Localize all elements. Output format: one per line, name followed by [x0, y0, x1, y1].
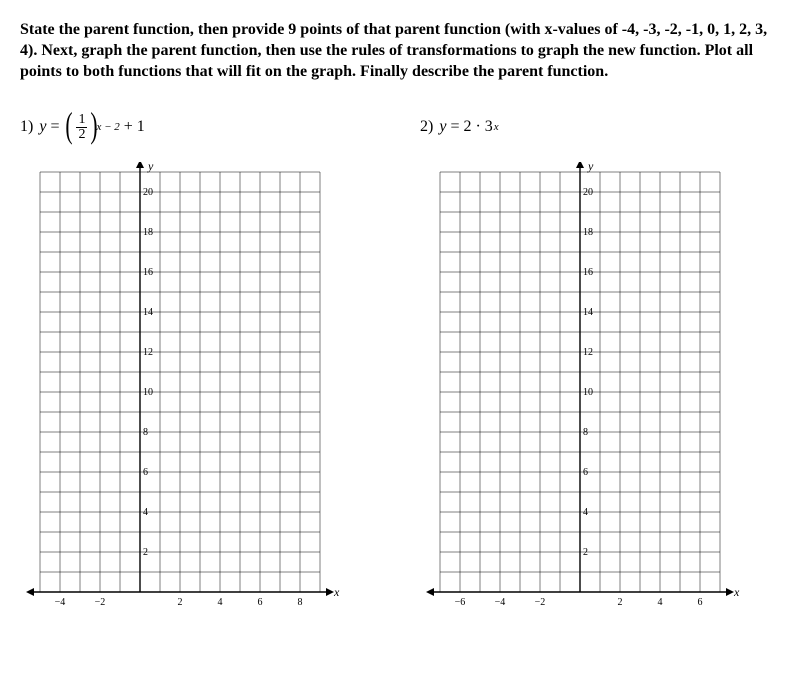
instructions-text: State the parent function, then provide … [20, 20, 780, 82]
svg-text:x: x [333, 585, 340, 599]
svg-text:12: 12 [143, 347, 153, 358]
graph-2-container: −6 −4 −2 2 4 6 2 4 6 8 10 12 14 16 18 20 x y [420, 162, 780, 632]
rparen-1: ) [91, 111, 98, 140]
svg-text:10: 10 [143, 387, 153, 398]
problem-number-2: 2) [420, 118, 433, 136]
svg-text:12: 12 [583, 347, 593, 358]
svg-text:4: 4 [218, 597, 223, 608]
svg-text:−2: −2 [95, 597, 106, 608]
svg-text:−4: −4 [55, 597, 66, 608]
svg-text:−2: −2 [535, 597, 546, 608]
eq-text-2: y = 2 · 3 [439, 118, 492, 136]
svg-text:−4: −4 [495, 597, 506, 608]
svg-text:4: 4 [583, 507, 588, 518]
svg-text:16: 16 [583, 267, 593, 278]
svg-text:2: 2 [178, 597, 183, 608]
svg-text:2: 2 [143, 547, 148, 558]
svg-text:8: 8 [298, 597, 303, 608]
svg-text:y: y [147, 162, 154, 173]
fraction-1: 1 2 [76, 113, 87, 142]
coordinate-grid: −6 −4 −2 2 4 6 2 4 6 8 10 12 14 16 18 20 x y [420, 162, 740, 632]
svg-text:6: 6 [583, 467, 588, 478]
svg-text:6: 6 [143, 467, 148, 478]
exponent-2: x [494, 121, 499, 133]
problem-2: 2) y = 2 · 3 x −6 −4 −2 2 4 6 2 4 6 8 10 12 14 16 18 20… [420, 102, 780, 632]
lparen-1: ( [66, 111, 73, 140]
svg-text:18: 18 [143, 227, 153, 238]
svg-text:2: 2 [583, 547, 588, 558]
svg-text:−6: −6 [455, 597, 466, 608]
equation-2: 2) y = 2 · 3 x [420, 102, 780, 152]
svg-text:4: 4 [658, 597, 663, 608]
svg-text:10: 10 [583, 387, 593, 398]
svg-text:8: 8 [583, 427, 588, 438]
graph-1-container: −4 −2 2 4 6 8 2 4 6 8 10 12 14 16 18 20 x y [20, 162, 380, 632]
svg-text:6: 6 [258, 597, 263, 608]
coordinate-grid: −4 −2 2 4 6 8 2 4 6 8 10 12 14 16 18 20 x y [20, 162, 340, 632]
equation-1: 1) y = ( 1 2 ) x − 2 + 1 [20, 102, 380, 152]
svg-text:16: 16 [143, 267, 153, 278]
svg-text:x: x [733, 585, 740, 599]
svg-text:4: 4 [143, 507, 148, 518]
svg-text:20: 20 [583, 187, 593, 198]
svg-text:2: 2 [618, 597, 623, 608]
svg-text:18: 18 [583, 227, 593, 238]
problem-1: 1) y = ( 1 2 ) x − 2 + 1 −4 −2 2 4 6 8 2 4 6 8 10 1… [20, 102, 380, 632]
problems-row: 1) y = ( 1 2 ) x − 2 + 1 −4 −2 2 4 6 8 2 4 6 8 10 1… [20, 102, 780, 632]
svg-text:8: 8 [143, 427, 148, 438]
svg-text:14: 14 [583, 307, 593, 318]
svg-text:6: 6 [698, 597, 703, 608]
svg-text:y: y [587, 162, 594, 173]
problem-number-1: 1) [20, 118, 33, 136]
eq-prefix-1: y = [39, 118, 63, 136]
svg-text:20: 20 [143, 187, 153, 198]
exponent-1: x − 2 [96, 121, 119, 133]
eq-suffix-1: + 1 [120, 118, 145, 136]
svg-text:14: 14 [143, 307, 153, 318]
